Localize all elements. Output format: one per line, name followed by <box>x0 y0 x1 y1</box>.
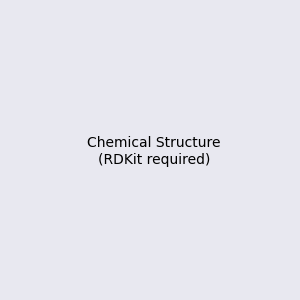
Text: Chemical Structure
(RDKit required): Chemical Structure (RDKit required) <box>87 136 220 166</box>
